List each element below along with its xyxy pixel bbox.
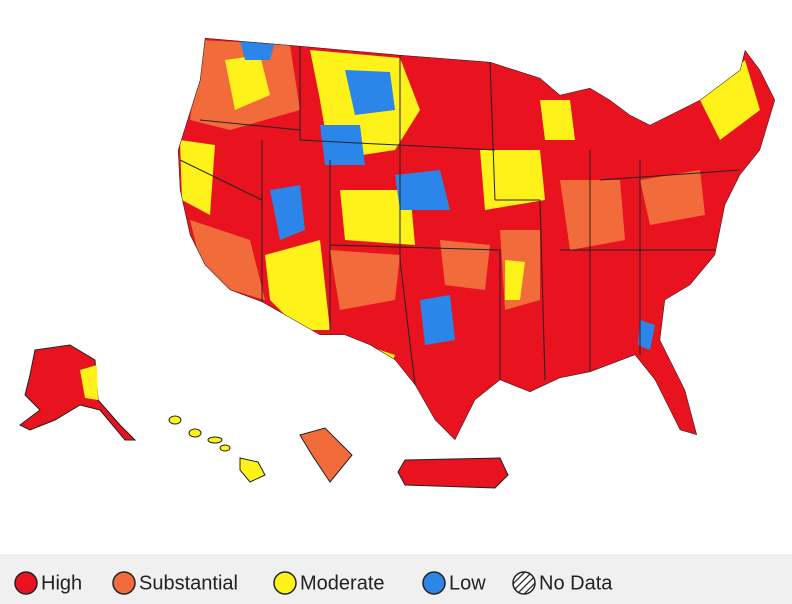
mainland-map: [178, 38, 775, 440]
legend-swatch: [14, 571, 38, 595]
legend-swatch: [112, 571, 136, 595]
legend-swatch: [273, 571, 297, 595]
legend-label: Low: [449, 572, 486, 594]
alaska: [19, 344, 137, 441]
legend-label: No Data: [539, 572, 613, 594]
puerto-rico: [397, 457, 509, 489]
legend-swatch: [422, 571, 446, 595]
legend-swatch: [512, 571, 536, 595]
legend: High Substantial Moderate Low No Data: [14, 571, 613, 595]
alaska-patch: [80, 365, 98, 400]
hawaii: [168, 415, 266, 483]
legend-label: Substantial: [139, 572, 238, 594]
legend-label: Moderate: [300, 572, 385, 594]
legend-label: High: [41, 572, 82, 594]
dc-inset: [299, 427, 353, 483]
